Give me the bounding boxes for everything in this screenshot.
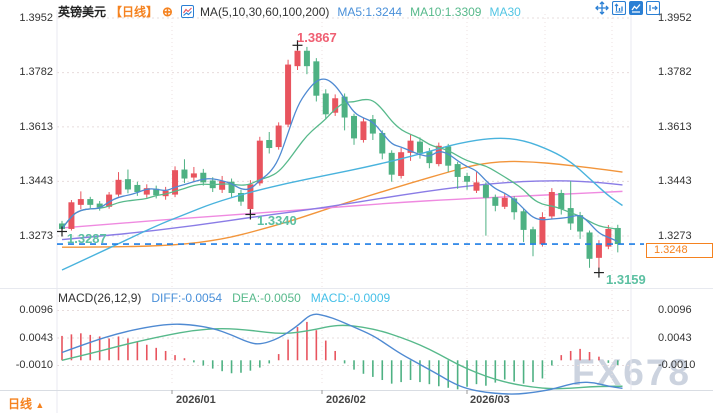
ma10-line: [61, 98, 618, 230]
current-price-badge: 1.3248: [646, 243, 713, 258]
area-chart-icon-active[interactable]: [629, 1, 643, 15]
diff-line: [61, 313, 623, 395]
macd-legend: MACD(26,12,9) DIFF:-0.0054 DEA:-0.0050 M…: [58, 291, 390, 305]
macd-tick-label: 0.0096: [19, 304, 53, 316]
ma60-line: [61, 180, 623, 241]
panel-borders: [0, 10, 713, 413]
crosshair-move-icon[interactable]: [595, 1, 609, 15]
macd-dea-value: DEA:-0.0050: [232, 291, 301, 305]
ma200-line: [61, 160, 623, 248]
period-tag: 【日线】: [110, 5, 159, 19]
collapse-right-icon[interactable]: [645, 0, 661, 16]
price-tick-label: 1.3782: [19, 66, 53, 78]
macd-histogram[interactable]: [61, 321, 619, 390]
candles-layer[interactable]: [59, 45, 621, 273]
ma100-line: [61, 190, 623, 229]
price-tick-label: 1.3782: [658, 66, 692, 78]
macd-diff-value: DIFF:-0.0054: [151, 291, 223, 305]
price-tick-label: 1.3443: [658, 175, 692, 187]
macd-lines: [61, 313, 623, 395]
price-tick-label: 1.3613: [19, 121, 53, 133]
grid-layer: [57, 14, 631, 385]
ma30-legend: MA30: [489, 4, 521, 19]
ma5-legend: MA5:1.3244: [337, 4, 403, 19]
date-tick-label: 2026/01: [176, 394, 216, 406]
chart-toolbar: [595, 0, 661, 16]
swing-markers: [57, 40, 604, 278]
ma-underlays: [61, 160, 623, 248]
macd-macd-value: MACD:-0.0009: [310, 291, 391, 305]
price-tick-label: 1.3952: [19, 12, 53, 24]
symbol-name: 英镑美元: [58, 5, 107, 19]
date-tick-label: 2026/03: [470, 394, 510, 406]
chevron-up-icon: ▲: [35, 400, 45, 410]
macd-title: MACD(26,12,9): [58, 291, 142, 305]
macd-tick-label: 0.0096: [658, 304, 692, 316]
axis-scale-icon[interactable]: [611, 0, 627, 16]
macd-tick-label: 0.0043: [19, 332, 53, 344]
add-indicator-icon[interactable]: ⊕: [162, 3, 173, 19]
macd-tick-label: -0.0010: [15, 359, 53, 371]
period-selector[interactable]: 日线 ▲: [8, 395, 44, 412]
annotation-peak: 1.3867: [297, 30, 337, 45]
annotation-start-low: 1.3287: [67, 231, 107, 246]
macd-tick-label: 0.0043: [658, 332, 692, 344]
ma5-line: [61, 78, 619, 243]
price-tick-label: 1.3613: [658, 121, 692, 133]
dea-line: [61, 324, 623, 390]
price-tick-label: 1.3952: [658, 12, 692, 24]
ma30-line: [61, 137, 623, 271]
line-chart-icon: [180, 5, 194, 18]
ma-settings-label: MA(5,10,30,60,100,200): [199, 4, 330, 19]
chart-legend: 英镑美元 【日线】 ⊕ MA(5,10,30,60,100,200) MA5:1…: [58, 3, 521, 20]
annotation-final-low: 1.3159: [606, 272, 646, 287]
date-tick-label: 2026/02: [326, 394, 366, 406]
ma-overlays: [61, 78, 623, 271]
price-tick-label: 1.3443: [19, 175, 53, 187]
price-tick-label: 1.3273: [19, 230, 53, 242]
annotation-swing-low: 1.3340: [257, 213, 297, 228]
price-tick-label: 1.3273: [658, 230, 692, 242]
period-selector-label: 日线: [8, 397, 33, 411]
ma10-legend: MA10:1.3309: [410, 4, 482, 19]
macd-tick-label: -0.0010: [658, 359, 696, 371]
